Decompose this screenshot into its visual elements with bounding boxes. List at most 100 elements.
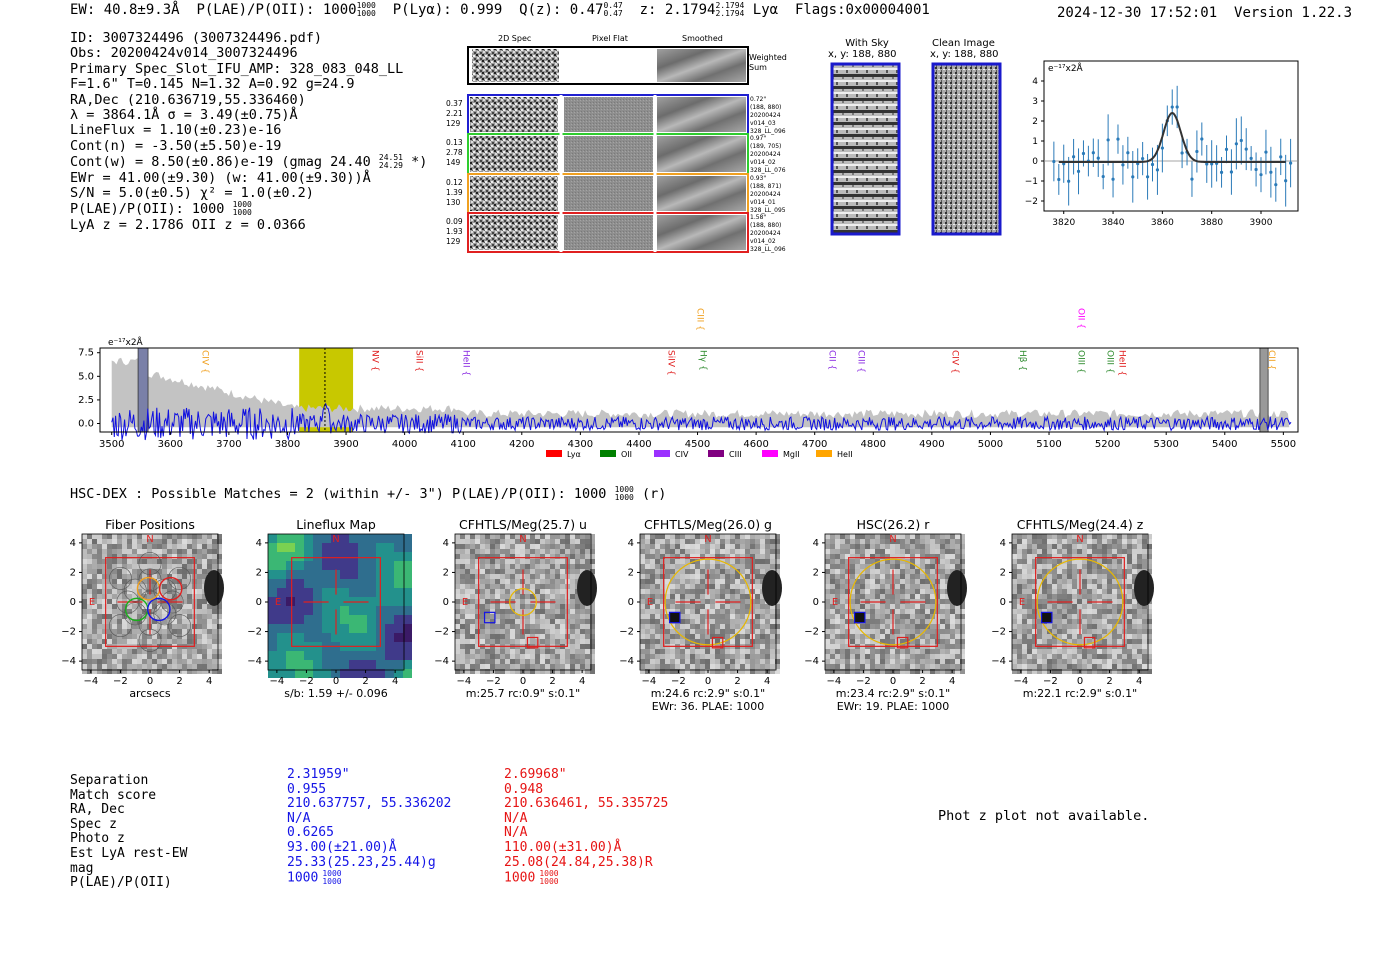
cut-xtick-label: −4	[269, 676, 284, 687]
cut-ytick-label: −4	[434, 656, 449, 667]
spec-row-right-3: 0.93" (188, 871) 20200424 v014_01 328_LL_095	[750, 175, 786, 214]
east-label: E	[462, 597, 468, 608]
spec-xtick-label: 4400	[626, 439, 651, 450]
hsc-title: HSC-DEX : Possible Matches = 2 (within +…	[70, 485, 667, 503]
spec-xtick-label: 4200	[509, 439, 534, 450]
cut-ytick-label: 4	[256, 538, 262, 549]
zoom-ytick-label: 1	[1032, 137, 1038, 147]
cutouts-svg: N E −4 −2 0 2 4 4 2 0 −2 −4 Fiber Positions arcsecs N E…	[61, 517, 1154, 713]
spec2d-row-3	[467, 173, 749, 214]
match-value: 25.08(24.84,25.38)R	[504, 854, 653, 870]
match-label: RA, Dec	[70, 802, 125, 818]
zoom-point	[1274, 183, 1278, 187]
match-value: 2.31959"	[287, 767, 350, 782]
info-contn: Cont(n) = -3.50(±5.50)e-19	[70, 137, 282, 154]
cut-ytick-label: 2	[256, 567, 262, 578]
spec-row-left-2: 0.13 2.78 149	[446, 138, 463, 167]
north-label: N	[704, 534, 711, 545]
zoom-point	[1057, 177, 1061, 182]
cutout-caption: s/b: 1.59 +/- 0.096	[284, 687, 388, 700]
flags-value: Flags:0x00004001	[794, 2, 930, 18]
line-id-OIII: OIII {	[1105, 350, 1115, 374]
info-slot: Primary Spec_Slot_IFU_AMP: 328_083_048_L…	[70, 60, 404, 77]
info-contw: Cont(w) = 8.50(±0.86)e-19 (gmag 24.40 24…	[70, 153, 428, 171]
cut-xtick-label: 0	[520, 676, 526, 687]
weighted-label: Weighted Sum	[749, 53, 787, 72]
zoom-point	[1224, 147, 1229, 151]
north-label: N	[146, 534, 153, 545]
full-spectrum-svg: e⁻¹⁷x2Å 7.5 5.0 2.5 0.0 3500 3600 3700 3800 3900 4…	[78, 308, 1299, 459]
match-value: 210.637757, 55.336202	[287, 796, 452, 812]
cut-xtick-label: 2	[362, 676, 368, 687]
zoom-point	[1254, 167, 1258, 172]
match-1-marker	[668, 611, 681, 624]
cutout-title: CFHTLS/Meg(25.7) u	[459, 517, 587, 532]
zoom-point	[1121, 163, 1125, 167]
timestamp-version: 2024-12-30 17:52:01 Version 1.22.3	[1057, 5, 1352, 21]
with-sky-title: With Sky	[845, 38, 889, 49]
match-value: 110.00(±31.00)Å	[504, 839, 622, 855]
legend-label-CIII: CIII	[729, 450, 742, 459]
cut-ytick-label: −4	[991, 656, 1006, 667]
line-id-OIII: OIII {	[1075, 350, 1085, 374]
cut-xtick-label: −4	[1013, 676, 1028, 687]
match-label: Separation	[70, 773, 149, 788]
east-label: E	[832, 597, 838, 608]
zoom-point	[1160, 146, 1164, 150]
spec-xtick-label: 4500	[685, 439, 710, 450]
fiber-blue	[147, 597, 171, 622]
spec-row-right-1: 0.72" (188, 880) 20200424 v014_03 328_LL_096	[750, 96, 786, 135]
cut-xtick-label: 4	[1136, 676, 1142, 687]
info-lineflux: LineFlux = 1.10(±0.23)e-16	[70, 122, 282, 139]
spec-xtick-label: 4900	[919, 439, 944, 450]
legend-label-Lyα: Lyα	[567, 450, 581, 459]
cut-ytick-label: 0	[256, 597, 262, 608]
zoom-ytick-label: 0	[1032, 157, 1038, 167]
cut-ytick-label: 4	[70, 538, 76, 549]
aperture-circle	[849, 558, 937, 646]
match-2-marker	[1083, 636, 1096, 649]
east-label: E	[1019, 597, 1025, 608]
info-id: ID: 3007324496 (3007324496.pdf)	[70, 30, 322, 46]
cut-ytick-label: 0	[1000, 597, 1006, 608]
match-labels: Separation Match score RA, Dec Spec z Photo …	[70, 773, 187, 891]
match-value: 1000 1000 1000	[504, 869, 559, 887]
zoom-unit: e⁻¹⁷x2Å	[1048, 62, 1084, 74]
cut-xtick-label: −2	[299, 676, 314, 687]
ew-value: EW: 40.8±9.3Å	[70, 2, 180, 18]
zoom-point	[1106, 138, 1110, 142]
fiber-circle	[168, 614, 191, 638]
cut-xtick-label: 4	[392, 676, 398, 687]
match-value: N/A	[287, 810, 311, 826]
aperture-circle	[664, 558, 752, 646]
match-value: N/A	[504, 825, 528, 841]
spec-xtick-label: 5300	[1153, 439, 1178, 450]
match-1-values: 2.31959" 0.955 210.637757, 55.336202 N/A 0.6…	[287, 767, 452, 886]
cut-ytick-label: 4	[1000, 538, 1006, 549]
plae-fraction: 1000 1000	[356, 1, 376, 18]
info-fparams: F=1.6" T=0.145 N=1.32 A=0.92 g=24.9	[70, 76, 355, 93]
cut-xtick-label: −2	[486, 676, 501, 687]
cut-ytick-label: −4	[619, 656, 634, 667]
zoom-point	[1170, 105, 1174, 109]
cutout-4: N E −4 −2 0 2 4 4 2 0 −2 −4 CFHTLS/Meg(26.0) g m:24.6…	[619, 517, 782, 713]
spec-xtick-label: 3700	[216, 439, 241, 450]
zoom-xtick-label: 3900	[1250, 218, 1273, 228]
search-box	[478, 557, 568, 647]
info-ewr: EWr = 41.00(±9.30) (w: 41.00(±9.30))Å	[70, 169, 371, 186]
photz-note: Phot z plot not available.	[938, 808, 1150, 824]
cut-ytick-label: 0	[70, 597, 76, 608]
clean-xy: x, y: 188, 880	[930, 49, 999, 60]
z-fraction: 2.1794 2.1794	[715, 1, 745, 18]
spec-ytick-label: 5.0	[78, 371, 94, 382]
cutout-caption: m:25.7 rc:0.9" s:0.1"	[466, 687, 581, 700]
zoom-fit-curve	[1058, 111, 1286, 163]
qz-value: Q(z): 0.47	[519, 2, 604, 18]
info-lyaz: LyA z = 2.1786 OII z = 0.0366	[70, 216, 306, 233]
version: Version 1.22.3	[1234, 5, 1353, 21]
spec-xtick-label: 4300	[568, 439, 593, 450]
match-1-marker	[483, 611, 496, 624]
info-sn: S/N = 5.0(±0.5) χ² = 1.0(±0.2)	[70, 185, 314, 202]
zoom-plot-svg: e⁻¹⁷x2Å 4 3 2 1 0 −1 −2 3820 3840 3860 3880 3900	[1025, 60, 1299, 228]
search-box	[105, 557, 195, 647]
